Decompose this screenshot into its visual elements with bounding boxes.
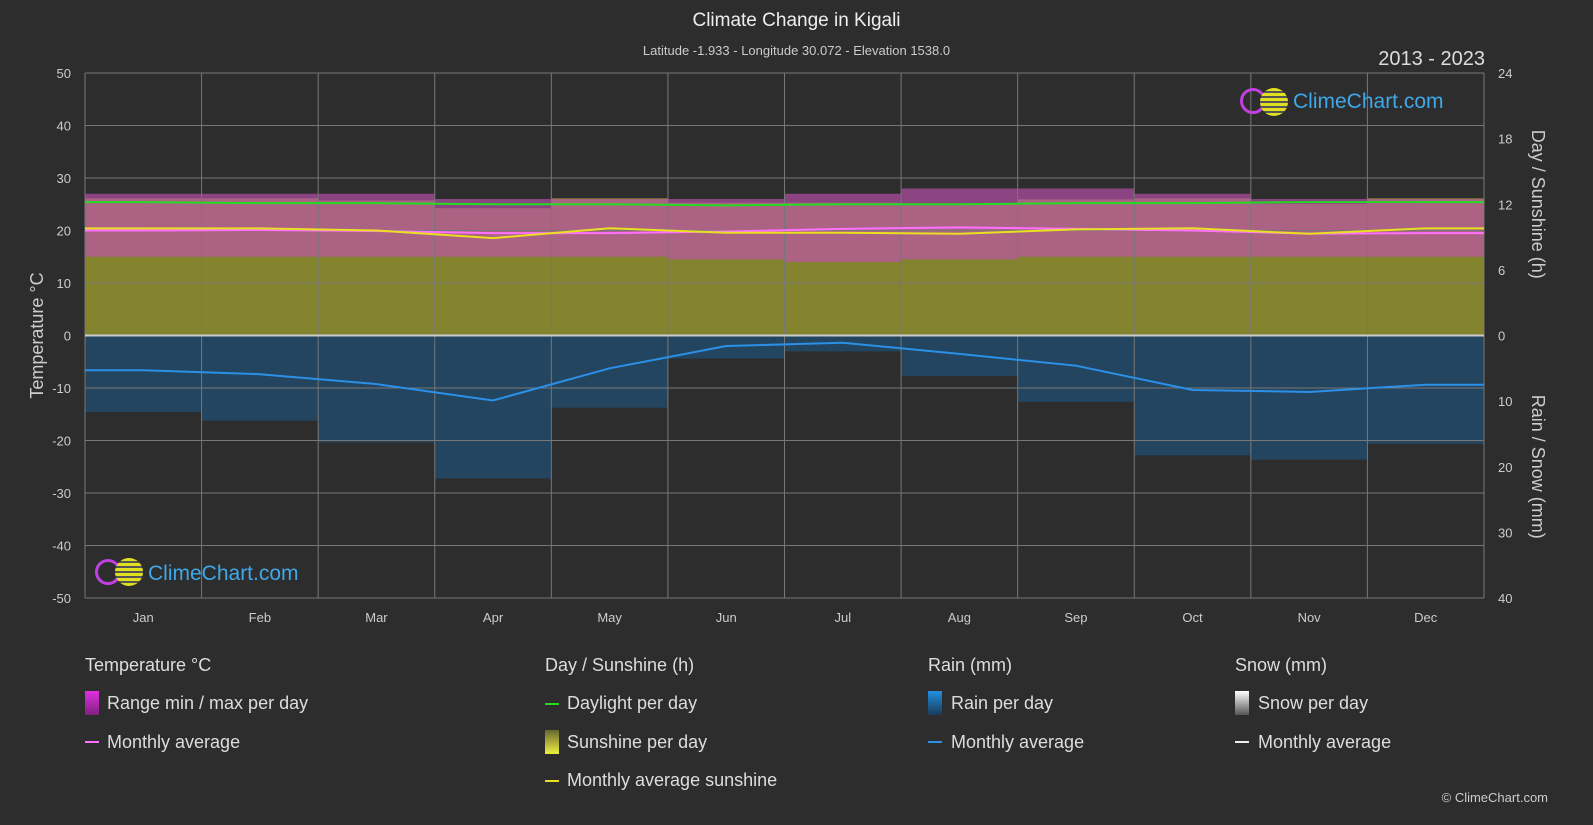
- legend-daylight: Daylight per day: [567, 693, 698, 713]
- temp-range-bar: [667, 199, 785, 260]
- y-tick-left: 10: [57, 276, 71, 291]
- x-tick: Mar: [365, 610, 388, 625]
- rain-avg-swatch: [928, 741, 942, 743]
- sunshine-avg-swatch: [545, 780, 559, 782]
- y-label-right-bottom: Rain / Snow (mm): [1528, 395, 1548, 539]
- x-tick: Feb: [249, 610, 271, 625]
- chart-subtitle: Latitude -1.933 - Longitude 30.072 - Ele…: [642, 43, 951, 58]
- y-tick-left: 50: [57, 66, 71, 81]
- legend-rain: Rain per day: [951, 693, 1054, 713]
- copyright: © ClimeChart.com: [1441, 790, 1548, 805]
- y-tick-right: 12: [1498, 197, 1512, 212]
- logo-globe-icon: [115, 558, 143, 586]
- y-tick-left: 30: [57, 171, 71, 186]
- legend-snow-avg: Monthly average: [1258, 732, 1392, 752]
- temp-range-bar: [201, 193, 319, 257]
- y-label-right-top: Day / Sunshine (h): [1528, 130, 1548, 279]
- legend-sunshine: Sunshine per day: [567, 732, 708, 752]
- rain-bar: [1017, 335, 1135, 402]
- year-range: 2013 - 2023: [1378, 48, 1485, 70]
- y-tick-left: 40: [57, 119, 71, 134]
- rain-bar: [667, 335, 785, 359]
- y-tick-left: -50: [52, 591, 71, 606]
- x-tick: Dec: [1414, 610, 1438, 625]
- legend-temp-avg: Monthly average: [107, 732, 241, 752]
- x-tick: Nov: [1298, 610, 1322, 625]
- y-tick-right: 20: [1498, 460, 1512, 475]
- sunshine-avg-line: [85, 227, 1484, 240]
- rain-bar: [434, 335, 552, 479]
- snow-swatch: [1235, 691, 1249, 715]
- legend-sunshine-avg: Monthly average sunshine: [567, 770, 778, 790]
- temp-avg-swatch: [85, 741, 99, 743]
- temp-range-bar: [1134, 193, 1251, 257]
- legend-rain-avg: Monthly average: [951, 732, 1085, 752]
- daylight-line: [85, 201, 1484, 207]
- rain-bar: [1134, 335, 1251, 456]
- y-tick-left: -10: [52, 381, 71, 396]
- rain-bar: [1250, 335, 1368, 460]
- x-tick: Apr: [483, 610, 504, 625]
- snow-avg-swatch: [1235, 741, 1249, 743]
- y-tick-right: 6: [1498, 263, 1505, 278]
- rain-bar: [85, 335, 202, 413]
- logo-bottom[interactable]: ClimeChart.com: [148, 562, 299, 585]
- rain-bar: [551, 335, 668, 408]
- logo-top[interactable]: ClimeChart.com: [1293, 90, 1444, 113]
- legend-temp-title: Temperature °C: [85, 655, 212, 675]
- temp-range-bar: [1017, 188, 1135, 257]
- temp-range-bar: [434, 199, 552, 257]
- y-tick-right: 10: [1498, 394, 1512, 409]
- chart-title: Climate Change in Kigali: [692, 10, 901, 31]
- rain-bar: [901, 335, 1018, 376]
- logo-globe-icon: [1260, 88, 1288, 116]
- y-tick-right: 24: [1498, 66, 1512, 81]
- x-tick: Jun: [716, 610, 737, 625]
- daylight-swatch: [545, 703, 559, 705]
- rain-bar: [1367, 335, 1484, 444]
- y-tick-left: -40: [52, 539, 71, 554]
- legend-temp-range: Range min / max per day: [107, 693, 309, 713]
- sunshine-swatch: [545, 730, 559, 754]
- rain-swatch: [928, 691, 942, 715]
- climate-chart: 50 40 30 20 10 0 -10 -20 -30 -40 -50 24 18 12 6 0 10 20 30…: [27, 66, 1548, 625]
- temp-range-bar: [85, 193, 202, 257]
- x-tick: Oct: [1182, 610, 1203, 625]
- y-tick-right: 30: [1498, 525, 1512, 540]
- y-tick-left: 20: [57, 224, 71, 239]
- legend-snow: Snow per day: [1258, 693, 1369, 713]
- legend-rain-title: Rain (mm): [928, 655, 1012, 675]
- rain-avg-line: [85, 341, 1484, 402]
- y-tick-left: 0: [64, 329, 71, 344]
- y-tick-right: 40: [1498, 591, 1512, 606]
- temp-range-bar: [901, 188, 1018, 260]
- x-tick: May: [597, 610, 622, 625]
- y-tick-left: -30: [52, 486, 71, 501]
- legend-sun-title: Day / Sunshine (h): [545, 655, 695, 675]
- x-tick: Jul: [834, 610, 851, 625]
- temp-range-swatch: [85, 691, 99, 715]
- y-tick-right: 0: [1498, 329, 1505, 344]
- y-tick-right: 18: [1498, 132, 1512, 147]
- x-tick: Jan: [133, 610, 154, 625]
- y-label-left: Temperature °C: [27, 272, 47, 398]
- x-tick: Sep: [1064, 610, 1087, 625]
- y-tick-left: -20: [52, 434, 71, 449]
- legend-snow-title: Snow (mm): [1235, 655, 1328, 675]
- x-tick: Aug: [948, 610, 971, 625]
- temp-range-bar: [1250, 199, 1368, 257]
